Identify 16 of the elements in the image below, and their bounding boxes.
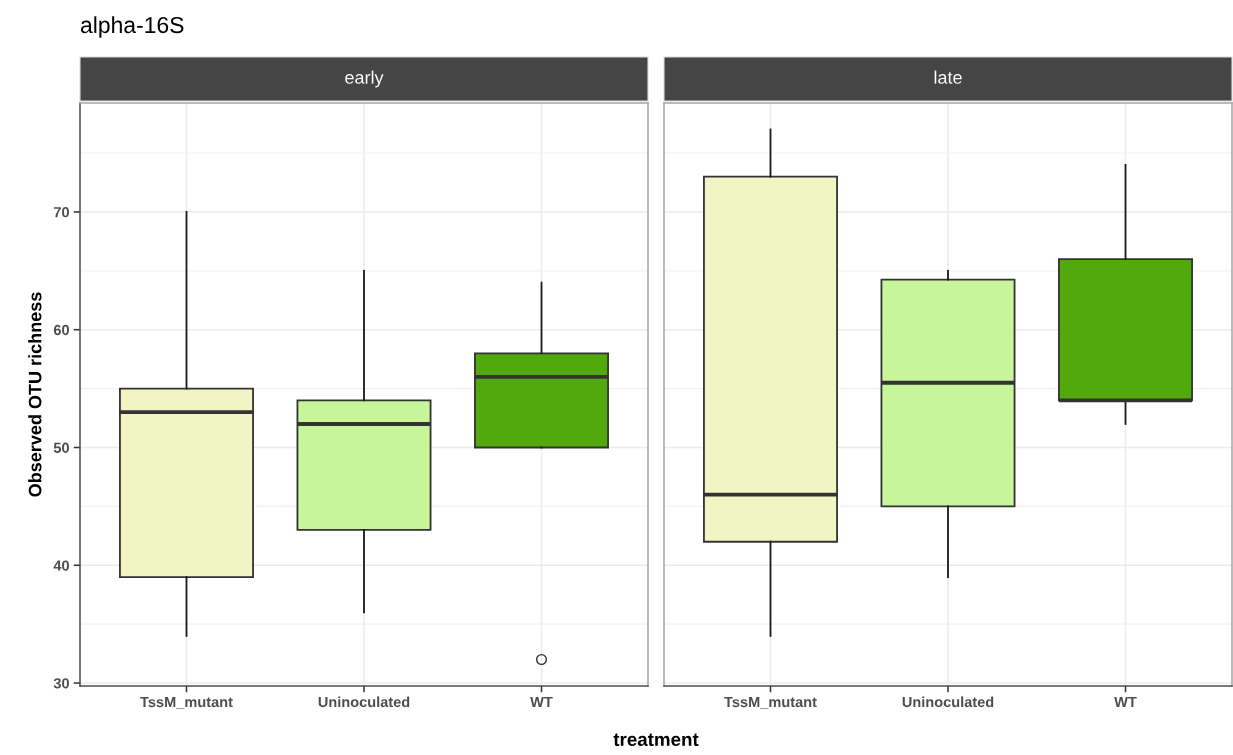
- y-tick-label: 60: [53, 324, 69, 336]
- chart-subtitle: late: [934, 70, 962, 84]
- y-tick-label: 50: [53, 442, 69, 453]
- x-tick-label: TssM_mutant: [724, 696, 817, 709]
- x-tick-label: TssM_mutant: [140, 696, 233, 709]
- chart-subtitle: early: [345, 70, 384, 88]
- chart-title: alpha-16S: [80, 16, 184, 38]
- x-tick-label: WT: [530, 696, 553, 707]
- y-tick-label: 70: [53, 207, 69, 218]
- x-tick-label: WT: [1114, 696, 1137, 707]
- x-tick-label: Uninoculated: [318, 696, 410, 708]
- x-axis-title: treatment: [613, 733, 699, 747]
- x-tick-label: Uninoculated: [902, 696, 994, 708]
- y-tick-label: 40: [53, 560, 69, 571]
- y-tick-label: 30: [53, 678, 69, 689]
- y-axis-title: Observed OTU richness: [28, 292, 42, 497]
